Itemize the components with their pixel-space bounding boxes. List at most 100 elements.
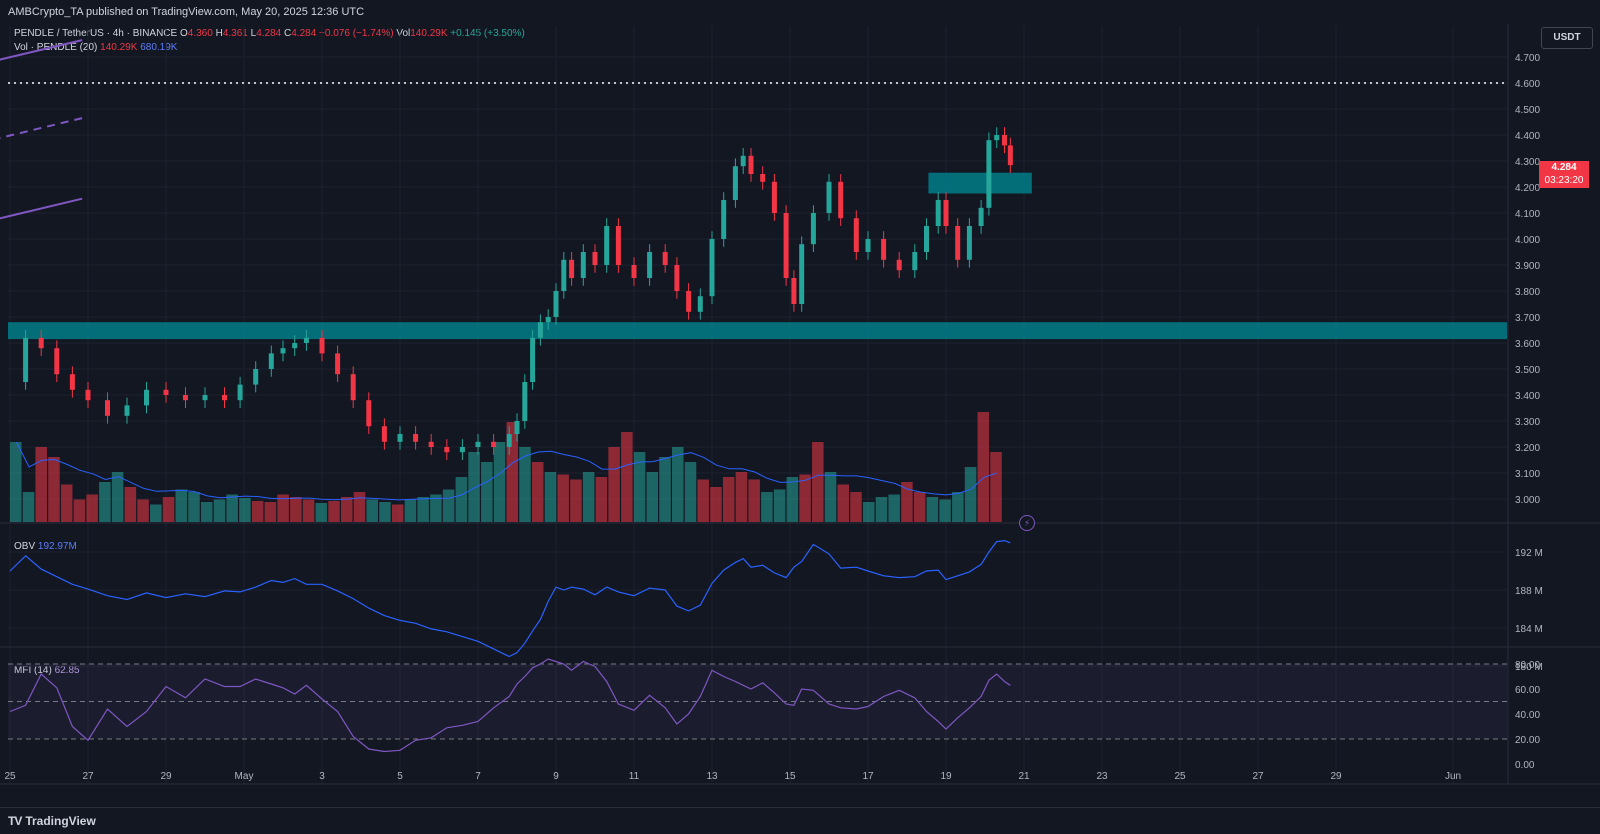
candle-body — [1002, 135, 1007, 146]
candle-body — [604, 226, 610, 265]
candle-body — [966, 226, 972, 260]
time-axis[interactable]: 25 27 29 May 3 5 7 9 11 13 15 17 19 21 23 25 27 29 Jun — [4, 771, 1461, 782]
obv-pane: 192 M 188 M 184 M 180 M — [8, 539, 1543, 673]
top-bar: AMBCrypto_TA published on TradingView.co… — [0, 0, 1600, 24]
obv-value: 192.97M — [37, 541, 77, 552]
volume-bar — [773, 489, 786, 522]
volume-indicator-value: 140.29K — [100, 42, 138, 53]
candle-body — [537, 322, 543, 338]
price-axis[interactable]: 4.700 4.600 4.500 4.400 4.300 4.200 4.100 4.000… — [1515, 53, 1540, 506]
close-label: C — [284, 28, 292, 39]
candle-body — [912, 252, 918, 271]
volume-bar — [200, 502, 213, 522]
lightning-icon[interactable]: ⚡ — [1019, 515, 1035, 531]
volume-bar — [290, 497, 302, 522]
volume-bar — [404, 499, 417, 522]
tradingview-logo[interactable]: TV TradingView — [8, 814, 96, 828]
volume-bar — [150, 504, 162, 522]
candle-body — [896, 259, 902, 271]
candle-body — [222, 395, 227, 401]
price-tick-label: 3.900 — [1515, 261, 1540, 272]
volume-bar — [60, 484, 73, 522]
candle-body — [943, 200, 949, 226]
price-tick-label: 3.700 — [1515, 313, 1540, 324]
mfi-pane: 80.00 60.00 40.00 20.00 0.00 — [8, 658, 1540, 771]
volume-legend[interactable]: Vol · PENDLE (20) 140.29K 680.19K — [14, 42, 177, 53]
volume-bar — [264, 502, 277, 522]
candle-body — [760, 174, 766, 182]
obv-tick-label: 180 M — [1515, 662, 1543, 673]
candle-body — [994, 135, 1000, 141]
candle-body — [647, 252, 653, 278]
volume-bar — [48, 457, 60, 522]
mfi-label[interactable]: MFI (14) — [14, 665, 52, 676]
volume-bar — [672, 447, 684, 522]
volume-label: Vol — [396, 28, 411, 39]
candle-body — [709, 239, 715, 297]
candle-body — [183, 395, 188, 401]
candle-body — [631, 265, 637, 278]
volume-bar — [417, 497, 429, 522]
volume-bar — [251, 501, 264, 522]
symbol-name[interactable]: PENDLE / TetherUS · 4h · BINANCE — [14, 28, 178, 39]
volume-bar — [748, 479, 760, 522]
volume-bar — [570, 479, 582, 522]
volume-bar — [608, 447, 620, 522]
price-change: −0.076 (−1.74%) — [319, 28, 394, 39]
candle-body — [428, 441, 434, 447]
candle-body — [924, 226, 929, 252]
candle-body — [163, 389, 169, 395]
time-tick-label: 17 — [862, 771, 874, 782]
low-value: 4.284 — [256, 28, 282, 39]
price-tick-label: 4.100 — [1515, 209, 1540, 220]
chart-canvas[interactable]: 192 M 188 M 184 M 180 M 80.00 60.00 40.00 20.0… — [0, 0, 1600, 807]
volume-indicator-label[interactable]: Vol · PENDLE (20) — [14, 42, 98, 53]
support-zone — [8, 322, 1507, 340]
volume-bar — [837, 484, 850, 522]
mfi-tick-label: 0.00 — [1515, 760, 1535, 771]
candle-body — [350, 374, 356, 401]
candle-body — [697, 296, 703, 312]
volume-bar — [162, 497, 175, 522]
mfi-tick-label: 80.00 — [1515, 660, 1540, 671]
price-tick-label: 3.200 — [1515, 443, 1540, 454]
candle-countdown: 03:23:20 — [1544, 175, 1584, 186]
volume-bar — [557, 474, 569, 522]
candle-body — [268, 353, 274, 369]
volume-bar — [353, 492, 366, 522]
obv-label[interactable]: OBV — [14, 541, 36, 552]
price-tick-label: 3.800 — [1515, 287, 1540, 298]
candle-body — [253, 369, 259, 385]
candle-body — [514, 421, 520, 434]
candle-body — [366, 400, 372, 427]
volume-bar — [315, 503, 328, 522]
symbol-legend[interactable]: PENDLE / TetherUS · 4h · BINANCE O4.360 … — [14, 28, 525, 39]
volume-bar — [939, 499, 951, 522]
volume-bar — [213, 499, 226, 522]
price-tick-label: 3.300 — [1515, 417, 1540, 428]
price-tick-label: 4.200 — [1515, 183, 1540, 194]
candle-body — [569, 259, 575, 278]
currency-button[interactable]: USDT — [1541, 27, 1593, 49]
volume-bar — [22, 492, 35, 522]
candle-body — [85, 389, 91, 401]
volume-bar — [710, 487, 722, 522]
volume-bar — [684, 462, 697, 522]
time-tick-label: 19 — [940, 771, 952, 782]
volume-bar — [531, 462, 544, 522]
time-tick-label: 29 — [1330, 771, 1342, 782]
volume-bar — [442, 489, 455, 522]
mfi-tick-label: 40.00 — [1515, 710, 1540, 721]
candle-body — [319, 337, 325, 354]
time-tick-label: 25 — [4, 771, 16, 782]
time-tick-label: Jun — [1445, 771, 1461, 782]
mfi-tick-label: 60.00 — [1515, 685, 1540, 696]
obv-legend[interactable]: OBV 192.97M — [14, 541, 77, 552]
volume-bars — [10, 412, 1002, 522]
volume-bar — [913, 492, 926, 522]
volume-bar — [302, 499, 315, 522]
volume-bar — [455, 477, 468, 522]
candle-body — [783, 213, 789, 278]
mfi-legend[interactable]: MFI (14) 62.85 — [14, 665, 80, 676]
volume-bar — [544, 472, 557, 522]
